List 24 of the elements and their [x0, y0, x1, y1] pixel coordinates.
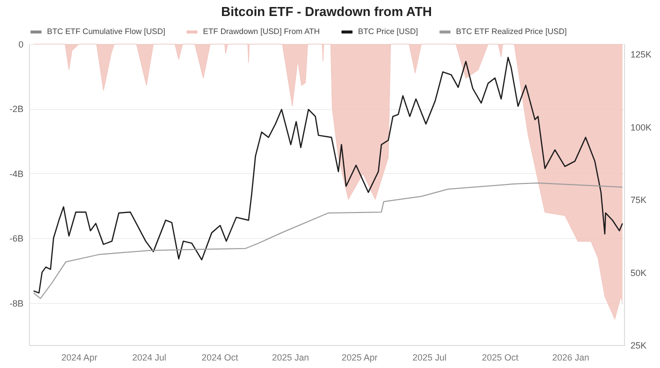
- y-tick-label: -4B: [9, 168, 24, 179]
- x-tick-label: 2024 Apr: [61, 352, 98, 362]
- y2-tick-label: 75K: [630, 195, 647, 206]
- x-tick-label: 2025 Apr: [342, 352, 378, 362]
- y-tick-label: -6B: [9, 234, 24, 244]
- y-tick-label: 0: [18, 40, 24, 50]
- y2-tick-label: 100K: [630, 122, 652, 132]
- y2-tick-label: 25K: [630, 340, 647, 350]
- chart-title: Bitcoin ETF - Drawdown from ATH: [221, 4, 432, 19]
- legend-label: ETF Drawdown [USD] From ATH: [203, 27, 320, 36]
- y2-tick-label: 125K: [630, 50, 652, 60]
- x-tick-label: 2025 Oct: [482, 352, 519, 362]
- line-series: [33, 182, 623, 299]
- legend-label: BTC ETF Cumulative Flow [USD]: [47, 27, 166, 36]
- x-tick-label: 2025 Jan: [272, 352, 310, 362]
- y2-tick-label: 50K: [630, 268, 647, 278]
- x-tick-label: 2024 Oct: [202, 352, 239, 362]
- x-tick-label: 2025 Jul: [412, 352, 447, 362]
- x-tick-label: 2024 Jul: [132, 352, 166, 362]
- x-tick-label: 2026 Jan: [552, 352, 590, 362]
- y-tick-label: -2B: [9, 104, 24, 114]
- y-tick-label: -8B: [9, 298, 24, 308]
- legend-label: BTC Price [USD]: [358, 27, 418, 36]
- legend-label: BTC ETF Realized Price [USD]: [456, 27, 567, 36]
